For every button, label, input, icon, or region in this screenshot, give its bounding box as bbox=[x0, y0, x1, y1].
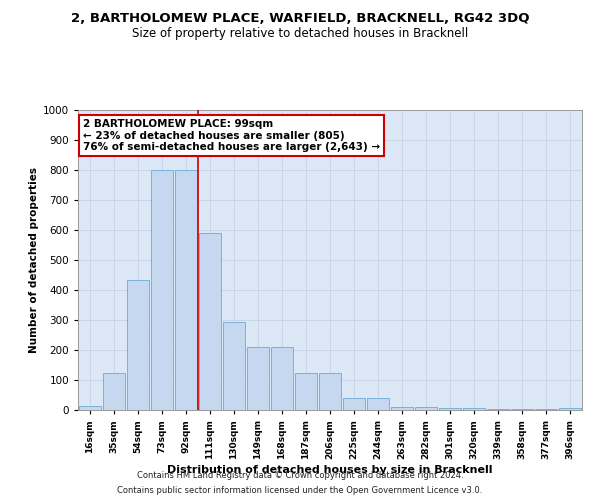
Bar bbox=[79, 406, 101, 410]
Bar bbox=[319, 372, 341, 410]
Text: 2 BARTHOLOMEW PLACE: 99sqm
← 23% of detached houses are smaller (805)
76% of sem: 2 BARTHOLOMEW PLACE: 99sqm ← 23% of deta… bbox=[83, 119, 380, 152]
Bar bbox=[295, 372, 317, 410]
Bar bbox=[391, 407, 413, 410]
Bar bbox=[127, 280, 149, 410]
Bar bbox=[559, 408, 581, 410]
Bar bbox=[343, 398, 365, 410]
Bar bbox=[535, 409, 557, 410]
Text: Contains public sector information licensed under the Open Government Licence v3: Contains public sector information licen… bbox=[118, 486, 482, 495]
Text: 2, BARTHOLOMEW PLACE, WARFIELD, BRACKNELL, RG42 3DQ: 2, BARTHOLOMEW PLACE, WARFIELD, BRACKNEL… bbox=[71, 12, 529, 26]
Bar bbox=[463, 408, 485, 410]
Bar bbox=[223, 322, 245, 410]
Bar bbox=[415, 407, 437, 410]
Bar bbox=[271, 347, 293, 410]
Text: Size of property relative to detached houses in Bracknell: Size of property relative to detached ho… bbox=[132, 28, 468, 40]
Bar bbox=[199, 233, 221, 410]
Bar bbox=[103, 372, 125, 410]
Bar bbox=[247, 347, 269, 410]
Text: Contains HM Land Registry data © Crown copyright and database right 2024.: Contains HM Land Registry data © Crown c… bbox=[137, 471, 463, 480]
Bar bbox=[439, 408, 461, 410]
Bar bbox=[151, 170, 173, 410]
Bar bbox=[487, 409, 509, 410]
X-axis label: Distribution of detached houses by size in Bracknell: Distribution of detached houses by size … bbox=[167, 464, 493, 474]
Bar bbox=[511, 409, 533, 410]
Y-axis label: Number of detached properties: Number of detached properties bbox=[29, 167, 38, 353]
Bar bbox=[175, 170, 197, 410]
Bar bbox=[367, 398, 389, 410]
